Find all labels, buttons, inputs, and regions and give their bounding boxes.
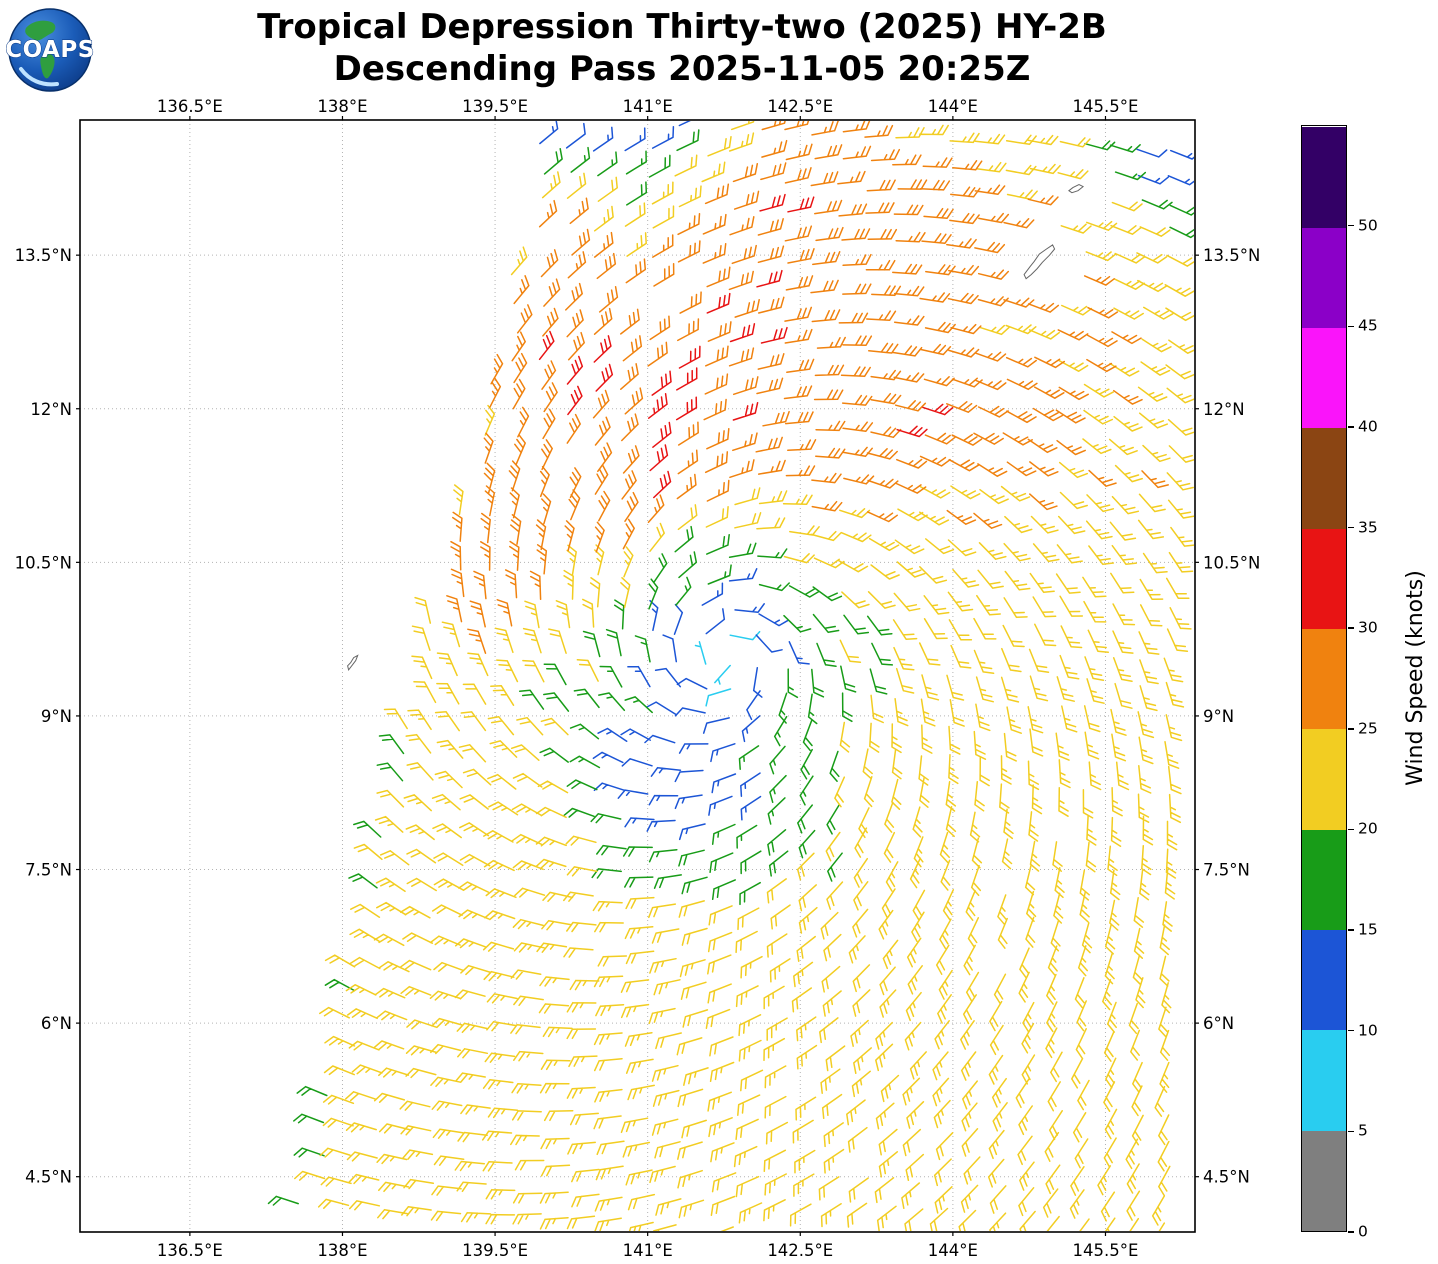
- y-tick-label-right: 4.5°N: [1203, 1168, 1250, 1187]
- x-tick-label-top: 142.5°E: [767, 97, 833, 116]
- colorbar-tick-label: 35: [1358, 517, 1378, 536]
- y-tick-label-left: 12°N: [30, 400, 72, 419]
- colorbar-tick-label: 0: [1358, 1222, 1368, 1241]
- x-tick-label-top: 138°E: [317, 97, 367, 116]
- wind-barbs-speed-bin-2: [539, 121, 1194, 841]
- x-tick-label-bottom: 141°E: [623, 1241, 673, 1260]
- colorbar-tick: [1348, 627, 1354, 629]
- y-tick-label-left: 9°N: [41, 707, 72, 726]
- y-tick-label-right: 10.5°N: [1203, 553, 1260, 572]
- title-line1: Tropical Depression Thirty-two (2025) HY…: [257, 7, 1107, 47]
- colorbar-label: Wind Speed (knots): [1403, 570, 1428, 786]
- x-tick-label-bottom: 136.5°E: [157, 1241, 223, 1260]
- x-tick-label-top: 144°E: [928, 97, 978, 116]
- x-tick-label-top: 141°E: [623, 97, 673, 116]
- colorbar-tick-label: 50: [1358, 215, 1378, 234]
- y-tick-label-left: 10.5°N: [15, 553, 72, 572]
- colorbar-tick: [1348, 728, 1354, 730]
- colorbar-tick: [1348, 1029, 1354, 1032]
- plot-border: [79, 119, 1196, 1233]
- colorbar-tick: [1348, 828, 1354, 831]
- wind-barb-layer: [267, 121, 1194, 1231]
- colorbar-segment-35-40kt: [1302, 427, 1346, 529]
- x-tick-label-bottom: 144°E: [928, 1241, 978, 1260]
- x-tick-label-top: 145.5°E: [1073, 97, 1139, 116]
- wind-barbs-speed-bin-5: [446, 121, 1169, 654]
- wind-barbs-speed-bin-4: [294, 121, 1194, 1231]
- colorbar-tick: [1348, 1130, 1354, 1133]
- colorbar-tick: [1348, 325, 1354, 328]
- island-guam: [1023, 244, 1056, 280]
- y-tick-label-left: 13.5°N: [15, 246, 72, 265]
- x-tick-label-bottom: 142.5°E: [767, 1241, 833, 1260]
- colorbar-tick-label: 10: [1358, 1020, 1378, 1039]
- wind-barbs-speed-bin-1: [694, 630, 761, 707]
- colorbar-tick-label: 5: [1358, 1121, 1368, 1140]
- island-rota: [1068, 183, 1085, 194]
- colorbar-tick-label: 25: [1358, 719, 1378, 738]
- colorbar-tick: [1348, 526, 1354, 529]
- island-yap: [347, 654, 359, 672]
- colorbar-tick-label: 30: [1358, 618, 1378, 637]
- coaps-logo: COAPS: [6, 8, 94, 92]
- wind-barbs-speed-bin-3: [267, 129, 1194, 1206]
- island-coastlines: [347, 183, 1085, 672]
- colorbar: [1301, 125, 1347, 1232]
- y-tick-label-right: 9°N: [1203, 707, 1234, 726]
- colorbar-tick: [1348, 224, 1354, 227]
- colorbar-segment-50-55kt: [1302, 126, 1346, 228]
- colorbar-tick-label: 40: [1358, 417, 1378, 436]
- y-tick-label-left: 4.5°N: [25, 1168, 72, 1187]
- logo-text: COAPS: [6, 37, 94, 63]
- logo-continent-south: [40, 53, 55, 79]
- y-tick-label-left: 6°N: [41, 1014, 72, 1033]
- colorbar-segment-20-25kt: [1302, 728, 1346, 830]
- wind-barbs-speed-bin-6: [538, 193, 954, 499]
- y-tick-label-right: 6°N: [1203, 1014, 1234, 1033]
- colorbar-segment-10-15kt: [1302, 929, 1346, 1031]
- colorbar-tick: [1348, 929, 1354, 931]
- y-tick-label-left: 7.5°N: [25, 861, 72, 880]
- x-tick-label-top: 139.5°E: [462, 97, 528, 116]
- grid-lines: [80, 120, 1195, 1232]
- title-line2: Descending Pass 2025-11-05 20:25Z: [333, 49, 1031, 89]
- x-tick-label-top: 136.5°E: [157, 97, 223, 116]
- x-tick-label-bottom: 138°E: [317, 1241, 367, 1260]
- x-tick-label-bottom: 139.5°E: [462, 1241, 528, 1260]
- colorbar-tick-label: 15: [1358, 920, 1378, 939]
- colorbar-segment-15-20kt: [1302, 829, 1346, 930]
- colorbar-segment-5-10kt: [1302, 1029, 1346, 1131]
- x-tick-label-bottom: 145.5°E: [1073, 1241, 1139, 1260]
- figure-title: Tropical Depression Thirty-two (2025) HY…: [0, 6, 1364, 90]
- y-tick-label-right: 12°N: [1203, 400, 1245, 419]
- colorbar-tick-label: 20: [1358, 819, 1378, 838]
- colorbar-tick-label: 45: [1358, 316, 1378, 335]
- colorbar-segment-25-30kt: [1302, 628, 1346, 730]
- colorbar-segment-30-35kt: [1302, 528, 1346, 629]
- colorbar-segment-40-45kt: [1302, 327, 1346, 429]
- axis-labels: 136.5°E 136.5°E 138°E 138°E 139.5°E 139.5°E 14…: [15, 97, 1261, 1260]
- y-tick-label-right: 13.5°N: [1203, 246, 1260, 265]
- logo-continent-north: [25, 20, 56, 41]
- logo-antarctica: [19, 67, 59, 87]
- colorbar-segment-45-50kt: [1302, 227, 1346, 328]
- colorbar-tick: [1348, 1231, 1354, 1233]
- y-tick-label-right: 7.5°N: [1203, 861, 1250, 880]
- colorbar-tick: [1348, 426, 1354, 428]
- colorbar-segment-0-5kt: [1302, 1130, 1346, 1231]
